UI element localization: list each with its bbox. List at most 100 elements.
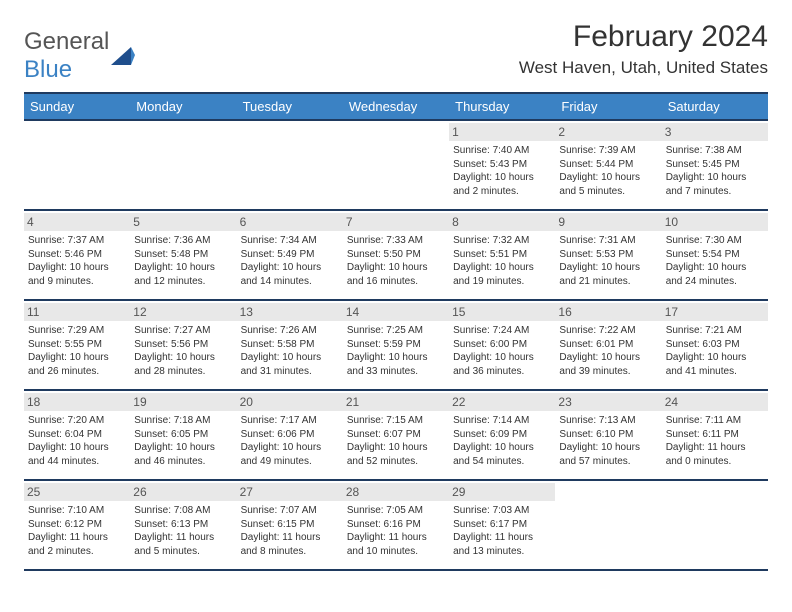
sunrise-text: Sunrise: 7:39 AM: [559, 144, 657, 158]
calendar-day: 14Sunrise: 7:25 AMSunset: 5:59 PMDayligh…: [343, 301, 449, 389]
day-number: 14: [343, 303, 449, 321]
sunrise-text: Sunrise: 7:37 AM: [28, 234, 126, 248]
calendar-week: 25 Sunrise: 7:10 AMSunset: 6:12 PM Dayligh…: [24, 479, 768, 571]
day-number: 16: [555, 303, 661, 321]
title-block: February 2024 West Haven, Utah, United S…: [519, 20, 768, 78]
day-number: 25: [24, 483, 130, 501]
sunset-text: Sunset: 6:01 PM: [559, 338, 657, 352]
calendar-week: 4Sunrise: 7:37 AMSunset: 5:46 PMDaylight…: [24, 209, 768, 299]
sunrise-text: Sunrise: 7:22 AM: [559, 324, 657, 338]
calendar-day: [24, 121, 130, 209]
sunrise-text: Sunrise: 7:40 AM: [453, 144, 551, 158]
sunrise-text: Sunrise: 7:10 AM: [28, 504, 126, 518]
sunrise-text: Sunrise: 7:24 AM: [453, 324, 551, 338]
daylight-text: Daylight: 10 hours and 2 minutes.: [453, 171, 551, 198]
weekday-header: Friday: [555, 94, 661, 119]
calendar-day: 5Sunrise: 7:36 AMSunset: 5:48 PMDaylight…: [130, 211, 236, 299]
calendar-day: 2Sunrise: 7:39 AMSunset: 5:44 PMDaylight…: [555, 121, 661, 209]
day-number: 23: [555, 393, 661, 411]
day-number: 2: [555, 123, 661, 141]
calendar-day: 22Sunrise: 7:14 AMSunset: 6:09 PMDayligh…: [449, 391, 555, 479]
calendar-day: 25Sunrise: 7:10 AMSunset: 6:12 PMDayligh…: [24, 481, 130, 569]
location-subtitle: West Haven, Utah, United States: [519, 58, 768, 78]
sunset-text: Sunset: 6:05 PM: [134, 428, 232, 442]
sunrise-text: Sunrise: 7:14 AM: [453, 414, 551, 428]
sunset-text: Sunset: 6:10 PM: [559, 428, 657, 442]
weekday-header: Monday: [130, 94, 236, 119]
daylight-text: Daylight: 10 hours and 7 minutes.: [666, 171, 764, 198]
calendar-day: 9Sunrise: 7:31 AMSunset: 5:53 PMDaylight…: [555, 211, 661, 299]
sunrise-text: Sunrise: 7:26 AM: [241, 324, 339, 338]
calendar-day: 24Sunrise: 7:11 AMSunset: 6:11 PMDayligh…: [662, 391, 768, 479]
day-number: 18: [24, 393, 130, 411]
sunset-text: Sunset: 5:44 PM: [559, 158, 657, 172]
sunrise-text: Sunrise: 7:18 AM: [134, 414, 232, 428]
sunrise-text: Sunrise: 7:17 AM: [241, 414, 339, 428]
sunrise-text: Sunrise: 7:32 AM: [453, 234, 551, 248]
sunrise-text: Sunrise: 7:30 AM: [666, 234, 764, 248]
sunset-text: Sunset: 6:15 PM: [241, 518, 339, 532]
calendar-day: 7Sunrise: 7:33 AMSunset: 5:50 PMDaylight…: [343, 211, 449, 299]
sunset-text: Sunset: 5:49 PM: [241, 248, 339, 262]
daylight-text: Daylight: 10 hours and 24 minutes.: [666, 261, 764, 288]
sunset-text: Sunset: 6:09 PM: [453, 428, 551, 442]
sunset-text: Sunset: 6:12 PM: [28, 518, 126, 532]
daylight-text: Daylight: 11 hours and 5 minutes.: [134, 531, 232, 558]
calendar-day: 8 Sunrise: 7:32 AMSunset: 5:51 PMDaylight…: [449, 211, 555, 299]
calendar-day: 12Sunrise: 7:27 AMSunset: 5:56 PMDayligh…: [130, 301, 236, 389]
day-number: 26: [130, 483, 236, 501]
sunrise-text: Sunrise: 7:21 AM: [666, 324, 764, 338]
weekday-header: Saturday: [662, 94, 768, 119]
daylight-text: Daylight: 10 hours and 19 minutes.: [453, 261, 551, 288]
sunrise-text: Sunrise: 7:05 AM: [347, 504, 445, 518]
sunset-text: Sunset: 5:45 PM: [666, 158, 764, 172]
calendar-day: 19Sunrise: 7:18 AMSunset: 6:05 PMDayligh…: [130, 391, 236, 479]
weekday-header: Thursday: [449, 94, 555, 119]
day-number: 15: [449, 303, 555, 321]
daylight-text: Daylight: 10 hours and 44 minutes.: [28, 441, 126, 468]
daylight-text: Daylight: 10 hours and 33 minutes.: [347, 351, 445, 378]
sunset-text: Sunset: 5:56 PM: [134, 338, 232, 352]
calendar-day: [237, 121, 343, 209]
daylight-text: Daylight: 10 hours and 54 minutes.: [453, 441, 551, 468]
calendar-day: 6 Sunrise: 7:34 AMSunset: 5:49 PMDaylight…: [237, 211, 343, 299]
day-number: 24: [662, 393, 768, 411]
calendar: SundayMondayTuesdayWednesdayThursdayFrid…: [24, 92, 768, 571]
sunrise-text: Sunrise: 7:11 AM: [666, 414, 764, 428]
daylight-text: Daylight: 10 hours and 49 minutes.: [241, 441, 339, 468]
day-number: 5: [130, 213, 236, 231]
brand-triangle-icon: [111, 47, 135, 65]
daylight-text: Daylight: 10 hours and 39 minutes.: [559, 351, 657, 378]
sunset-text: Sunset: 6:11 PM: [666, 428, 764, 442]
sunrise-text: Sunrise: 7:08 AM: [134, 504, 232, 518]
sunrise-text: Sunrise: 7:03 AM: [453, 504, 551, 518]
calendar-week: 11Sunrise: 7:29 AMSunset: 5:55 PMDayligh…: [24, 299, 768, 389]
day-number: 13: [237, 303, 343, 321]
day-number: 29: [449, 483, 555, 501]
day-number: 20: [237, 393, 343, 411]
daylight-text: Daylight: 10 hours and 26 minutes.: [28, 351, 126, 378]
sunrise-text: Sunrise: 7:34 AM: [241, 234, 339, 248]
sunset-text: Sunset: 5:58 PM: [241, 338, 339, 352]
day-number: 6: [237, 213, 343, 231]
sunrise-text: Sunrise: 7:13 AM: [559, 414, 657, 428]
sunset-text: Sunset: 6:13 PM: [134, 518, 232, 532]
sunrise-text: Sunrise: 7:31 AM: [559, 234, 657, 248]
month-title: February 2024: [519, 20, 768, 54]
day-number: 8: [449, 213, 555, 231]
sunrise-text: Sunrise: 7:36 AM: [134, 234, 232, 248]
calendar-header-row: SundayMondayTuesdayWednesdayThursdayFrid…: [24, 92, 768, 119]
calendar-day: 21Sunrise: 7:15 AMSunset: 6:07 PMDayligh…: [343, 391, 449, 479]
sunrise-text: Sunrise: 7:38 AM: [666, 144, 764, 158]
calendar-body: 1Sunrise: 7:40 AMSunset: 5:43 PMDaylight…: [24, 119, 768, 571]
sunrise-text: Sunrise: 7:15 AM: [347, 414, 445, 428]
calendar-week: 18Sunrise: 7:20 AMSunset: 6:04 PMDayligh…: [24, 389, 768, 479]
sunset-text: Sunset: 5:51 PM: [453, 248, 551, 262]
calendar-day: [555, 481, 661, 569]
daylight-text: Daylight: 10 hours and 14 minutes.: [241, 261, 339, 288]
calendar-day: 3Sunrise: 7:38 AMSunset: 5:45 PMDaylight…: [662, 121, 768, 209]
header: GeneralBlue February 2024 West Haven, Ut…: [24, 20, 768, 84]
sunrise-text: Sunrise: 7:33 AM: [347, 234, 445, 248]
daylight-text: Daylight: 10 hours and 9 minutes.: [28, 261, 126, 288]
calendar-day: 15Sunrise: 7:24 AMSunset: 6:00 PMDayligh…: [449, 301, 555, 389]
